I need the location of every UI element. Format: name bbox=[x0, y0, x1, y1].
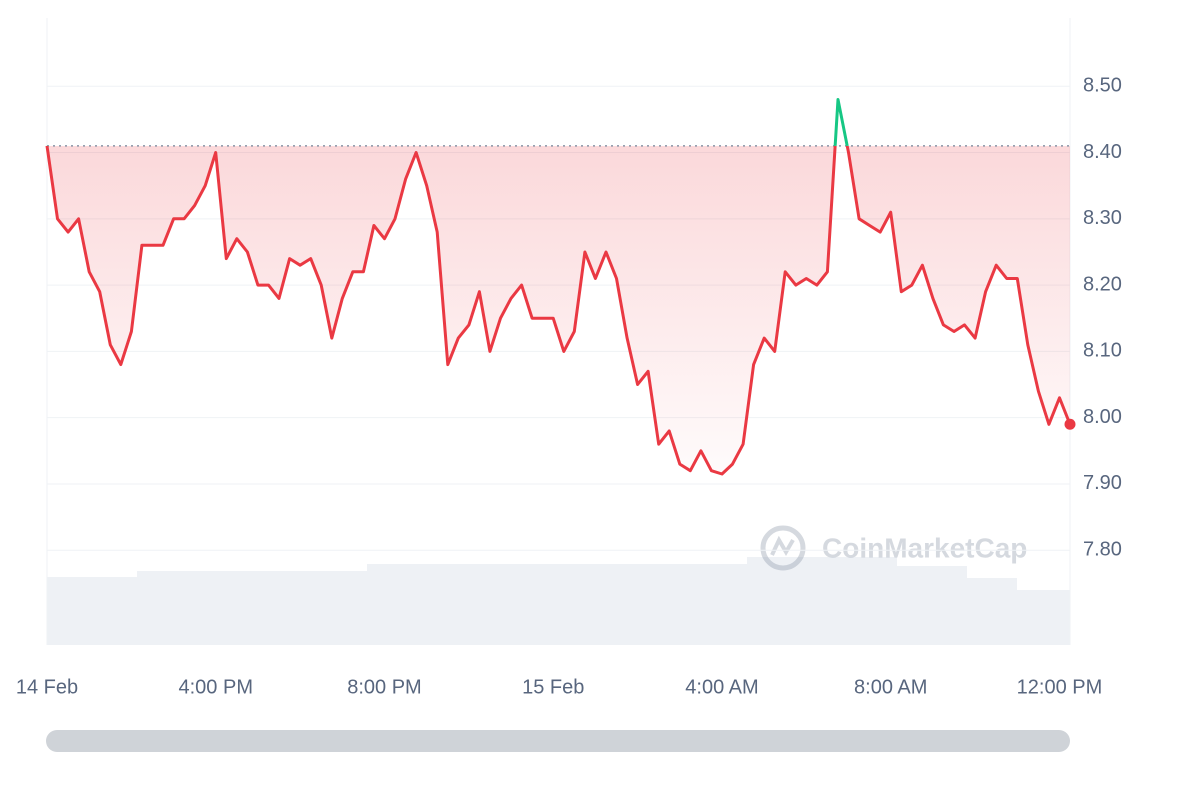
y-tick-label: 7.90 bbox=[1083, 472, 1122, 494]
y-tick-label: 8.50 bbox=[1083, 75, 1122, 97]
volume-background bbox=[47, 557, 1070, 645]
y-tick-label: 8.30 bbox=[1083, 207, 1122, 229]
x-tick-label: 4:00 AM bbox=[685, 676, 758, 698]
watermark-text: CoinMarketCap bbox=[822, 532, 1027, 563]
x-tick-label: 8:00 AM bbox=[854, 676, 927, 698]
last-price-dot bbox=[1064, 418, 1076, 430]
price-area bbox=[47, 145, 1070, 474]
scrollbar[interactable] bbox=[46, 730, 1070, 752]
y-tick-label: 8.40 bbox=[1083, 141, 1122, 163]
y-tick-label: 8.10 bbox=[1083, 340, 1122, 362]
x-tick-label: 15 Feb bbox=[522, 676, 584, 698]
x-tick-label: 4:00 PM bbox=[179, 676, 253, 698]
x-tick-label: 12:00 PM bbox=[1017, 676, 1103, 698]
watermark: CoinMarketCap bbox=[760, 525, 1027, 571]
y-tick-label: 8.00 bbox=[1083, 406, 1122, 428]
x-tick-label: 14 Feb bbox=[16, 676, 78, 698]
y-tick-label: 8.20 bbox=[1083, 273, 1122, 295]
price-line-down bbox=[45, 145, 1072, 476]
x-tick-label: 8:00 PM bbox=[347, 676, 421, 698]
y-tick-label: 7.80 bbox=[1083, 539, 1122, 561]
